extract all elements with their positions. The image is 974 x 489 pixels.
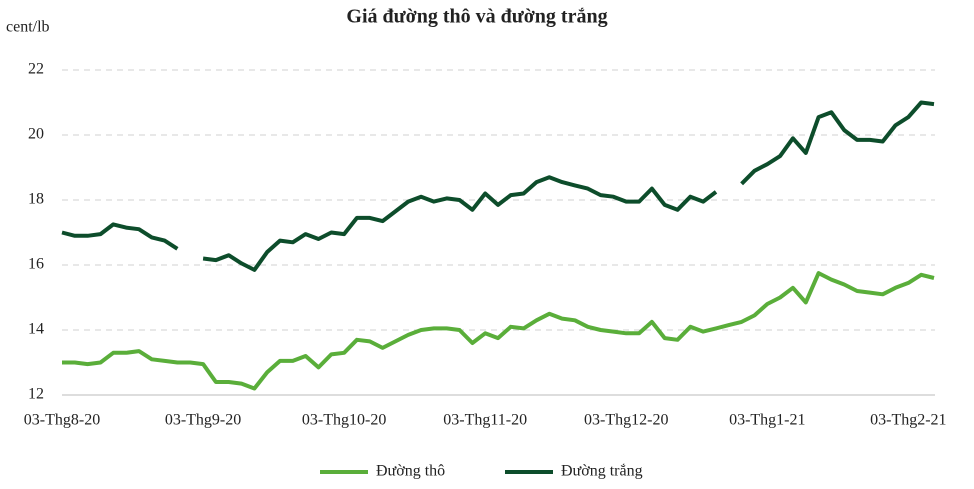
y-tick-label: 12 (28, 386, 44, 403)
y-tick-label: 22 (28, 61, 44, 78)
x-tick-label: 03-Thg8-20 (24, 412, 100, 429)
y-tick-label: 20 (28, 126, 44, 143)
legend-label: Đường thô (376, 463, 445, 480)
x-tick-label: 03-Thg11-20 (443, 412, 527, 429)
x-tick-label: 03-Thg9-20 (165, 412, 241, 429)
y-tick-label: 18 (28, 191, 44, 208)
x-tick-label: 03-Thg12-20 (584, 412, 668, 429)
x-tick-label: 03-Thg1-21 (729, 412, 805, 429)
y-axis-label: cent/lb (6, 19, 50, 36)
legend-label: Đường trắng (561, 463, 643, 480)
y-tick-label: 14 (28, 321, 44, 338)
series-line (62, 271, 935, 391)
x-tick-label: 03-Thg2-21 (870, 412, 946, 429)
y-tick-label: 16 (28, 256, 44, 273)
chart-title: Giá đường thô và đường trắng (346, 6, 607, 28)
series-line (61, 100, 935, 272)
x-tick-label: 03-Thg10-20 (302, 412, 386, 429)
